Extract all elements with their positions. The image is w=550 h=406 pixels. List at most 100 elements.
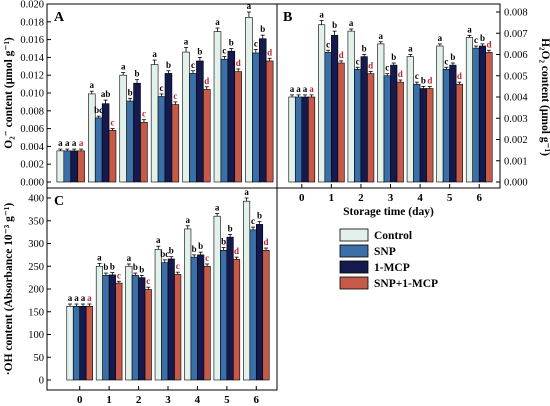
- significance-label: d: [234, 246, 239, 256]
- bar-Control: [184, 228, 192, 381]
- y-axis-title: O₂⁻ content (μmol g⁻¹): [3, 37, 15, 149]
- significance-label: b: [139, 264, 144, 274]
- significance-label: a: [215, 17, 220, 27]
- bar-Control: [125, 265, 133, 381]
- significance-label: b: [197, 46, 202, 56]
- bar-Control: [154, 249, 162, 381]
- y-tick-label: 0.014: [20, 53, 44, 64]
- bar-SNP: [220, 250, 228, 381]
- bar-SNP: [63, 150, 72, 183]
- y-tick-label: 0.003: [504, 114, 528, 125]
- y-tick-label: 0.004: [20, 142, 44, 153]
- bar-Control: [243, 200, 251, 381]
- bar-1-MCP: [301, 96, 309, 183]
- bar-1-MCP: [133, 82, 141, 183]
- x-tick-label: 6: [476, 192, 482, 204]
- significance-label: c: [176, 261, 180, 271]
- panel-B: B 0.000 0.001 0.002 0.003 0.004 0.005 0.006 0.00…: [276, 3, 550, 218]
- bar-Control: [318, 24, 326, 183]
- y-tick-label: 0.006: [504, 50, 528, 61]
- significance-label: a: [378, 31, 383, 41]
- bar-Control: [213, 215, 221, 381]
- bar-Control: [213, 31, 222, 183]
- significance-label: b: [391, 52, 396, 62]
- panel-label: A: [54, 10, 65, 25]
- bar-1-MCP: [419, 88, 427, 183]
- significance-label: c: [444, 56, 448, 66]
- legend-swatch: [339, 260, 369, 274]
- bar-Control: [182, 51, 190, 183]
- significance-label: c: [111, 118, 115, 128]
- significance-label: a: [74, 293, 79, 303]
- bar-SNP+1-MCP: [174, 274, 182, 381]
- significance-label: c: [254, 38, 258, 48]
- significance-label: c: [173, 91, 177, 101]
- y-tick-label: 0.018: [20, 17, 44, 28]
- bar-SNP: [249, 229, 257, 381]
- bar-SNP+1-MCP: [307, 96, 316, 183]
- bar-1-MCP: [227, 50, 236, 183]
- significance-label: bc: [160, 249, 169, 259]
- bar-1-MCP: [79, 305, 87, 381]
- significance-label: b: [192, 244, 197, 254]
- significance-label: a: [152, 49, 157, 59]
- x-tick-label: 6: [254, 394, 260, 406]
- x-tick-label: 4: [195, 394, 201, 406]
- significance-label: b: [257, 211, 262, 221]
- bar-1-MCP: [197, 254, 205, 381]
- bar-1-MCP: [108, 274, 116, 381]
- bar-1-MCP: [164, 73, 173, 183]
- significance-label: b: [229, 38, 234, 48]
- significance-label: b: [421, 75, 426, 85]
- bar-SNP+1-MCP: [144, 289, 152, 381]
- x-tick-label: 3: [388, 192, 394, 204]
- bar-1-MCP: [331, 35, 339, 183]
- significance-label: d: [204, 76, 209, 86]
- significance-label: a: [97, 253, 102, 263]
- significance-label: b: [198, 241, 203, 251]
- bar-SNP: [102, 275, 110, 381]
- panel-label: C: [54, 194, 64, 209]
- bar-SNP: [354, 69, 362, 183]
- bar-Control: [347, 30, 355, 183]
- bar-SNP: [383, 75, 391, 183]
- bar-SNP+1-MCP: [367, 73, 375, 183]
- x-tick-label: 0: [77, 394, 83, 406]
- significance-label: a: [79, 138, 84, 148]
- significance-label: b: [166, 60, 171, 70]
- bar-SNP+1-MCP: [171, 104, 180, 183]
- significance-label: a: [247, 1, 252, 11]
- panel-A: A 0.000 0.002 0.004 0.006 0.008 0.010 0.012 0.01…: [3, 0, 278, 189]
- significance-label: a: [215, 202, 220, 212]
- legend-swatch: [339, 244, 369, 258]
- significance-label: d: [486, 39, 491, 49]
- bar-SNP+1-MCP: [234, 71, 242, 183]
- significance-label: c: [160, 83, 164, 93]
- significance-label: d: [427, 75, 432, 85]
- bar-1-MCP: [255, 224, 264, 381]
- significance-label: c: [117, 270, 121, 280]
- significance-label: c: [191, 60, 195, 70]
- significance-label: d: [457, 71, 462, 81]
- legend-label: 1-MCP: [374, 262, 410, 274]
- legend-label: SNP+1-MCP: [374, 278, 438, 290]
- y-tick-label: 250: [28, 262, 44, 273]
- significance-label: b: [103, 262, 108, 272]
- bar-SNP: [220, 58, 229, 183]
- significance-label: d: [267, 47, 272, 57]
- significance-label: c: [146, 276, 150, 286]
- chart-layer: A 0.000 0.002 0.004 0.006 0.008 0.010 0.012 0.01…: [3, 0, 550, 406]
- significance-label: b: [133, 262, 138, 272]
- y-tick-label: 0.016: [20, 35, 44, 46]
- significance-label: a: [72, 138, 77, 148]
- y-tick-label: 0.002: [20, 160, 44, 171]
- significance-label: a: [349, 18, 354, 28]
- x-tick-label: 2: [358, 192, 364, 204]
- bar-SNP+1-MCP: [455, 83, 463, 183]
- x-tick-label: 0: [299, 192, 305, 204]
- legend-label: Control: [374, 230, 412, 242]
- bar-SNP: [252, 52, 260, 183]
- x-tick-label: 4: [417, 192, 423, 204]
- y-tick-label: 0.010: [20, 89, 44, 100]
